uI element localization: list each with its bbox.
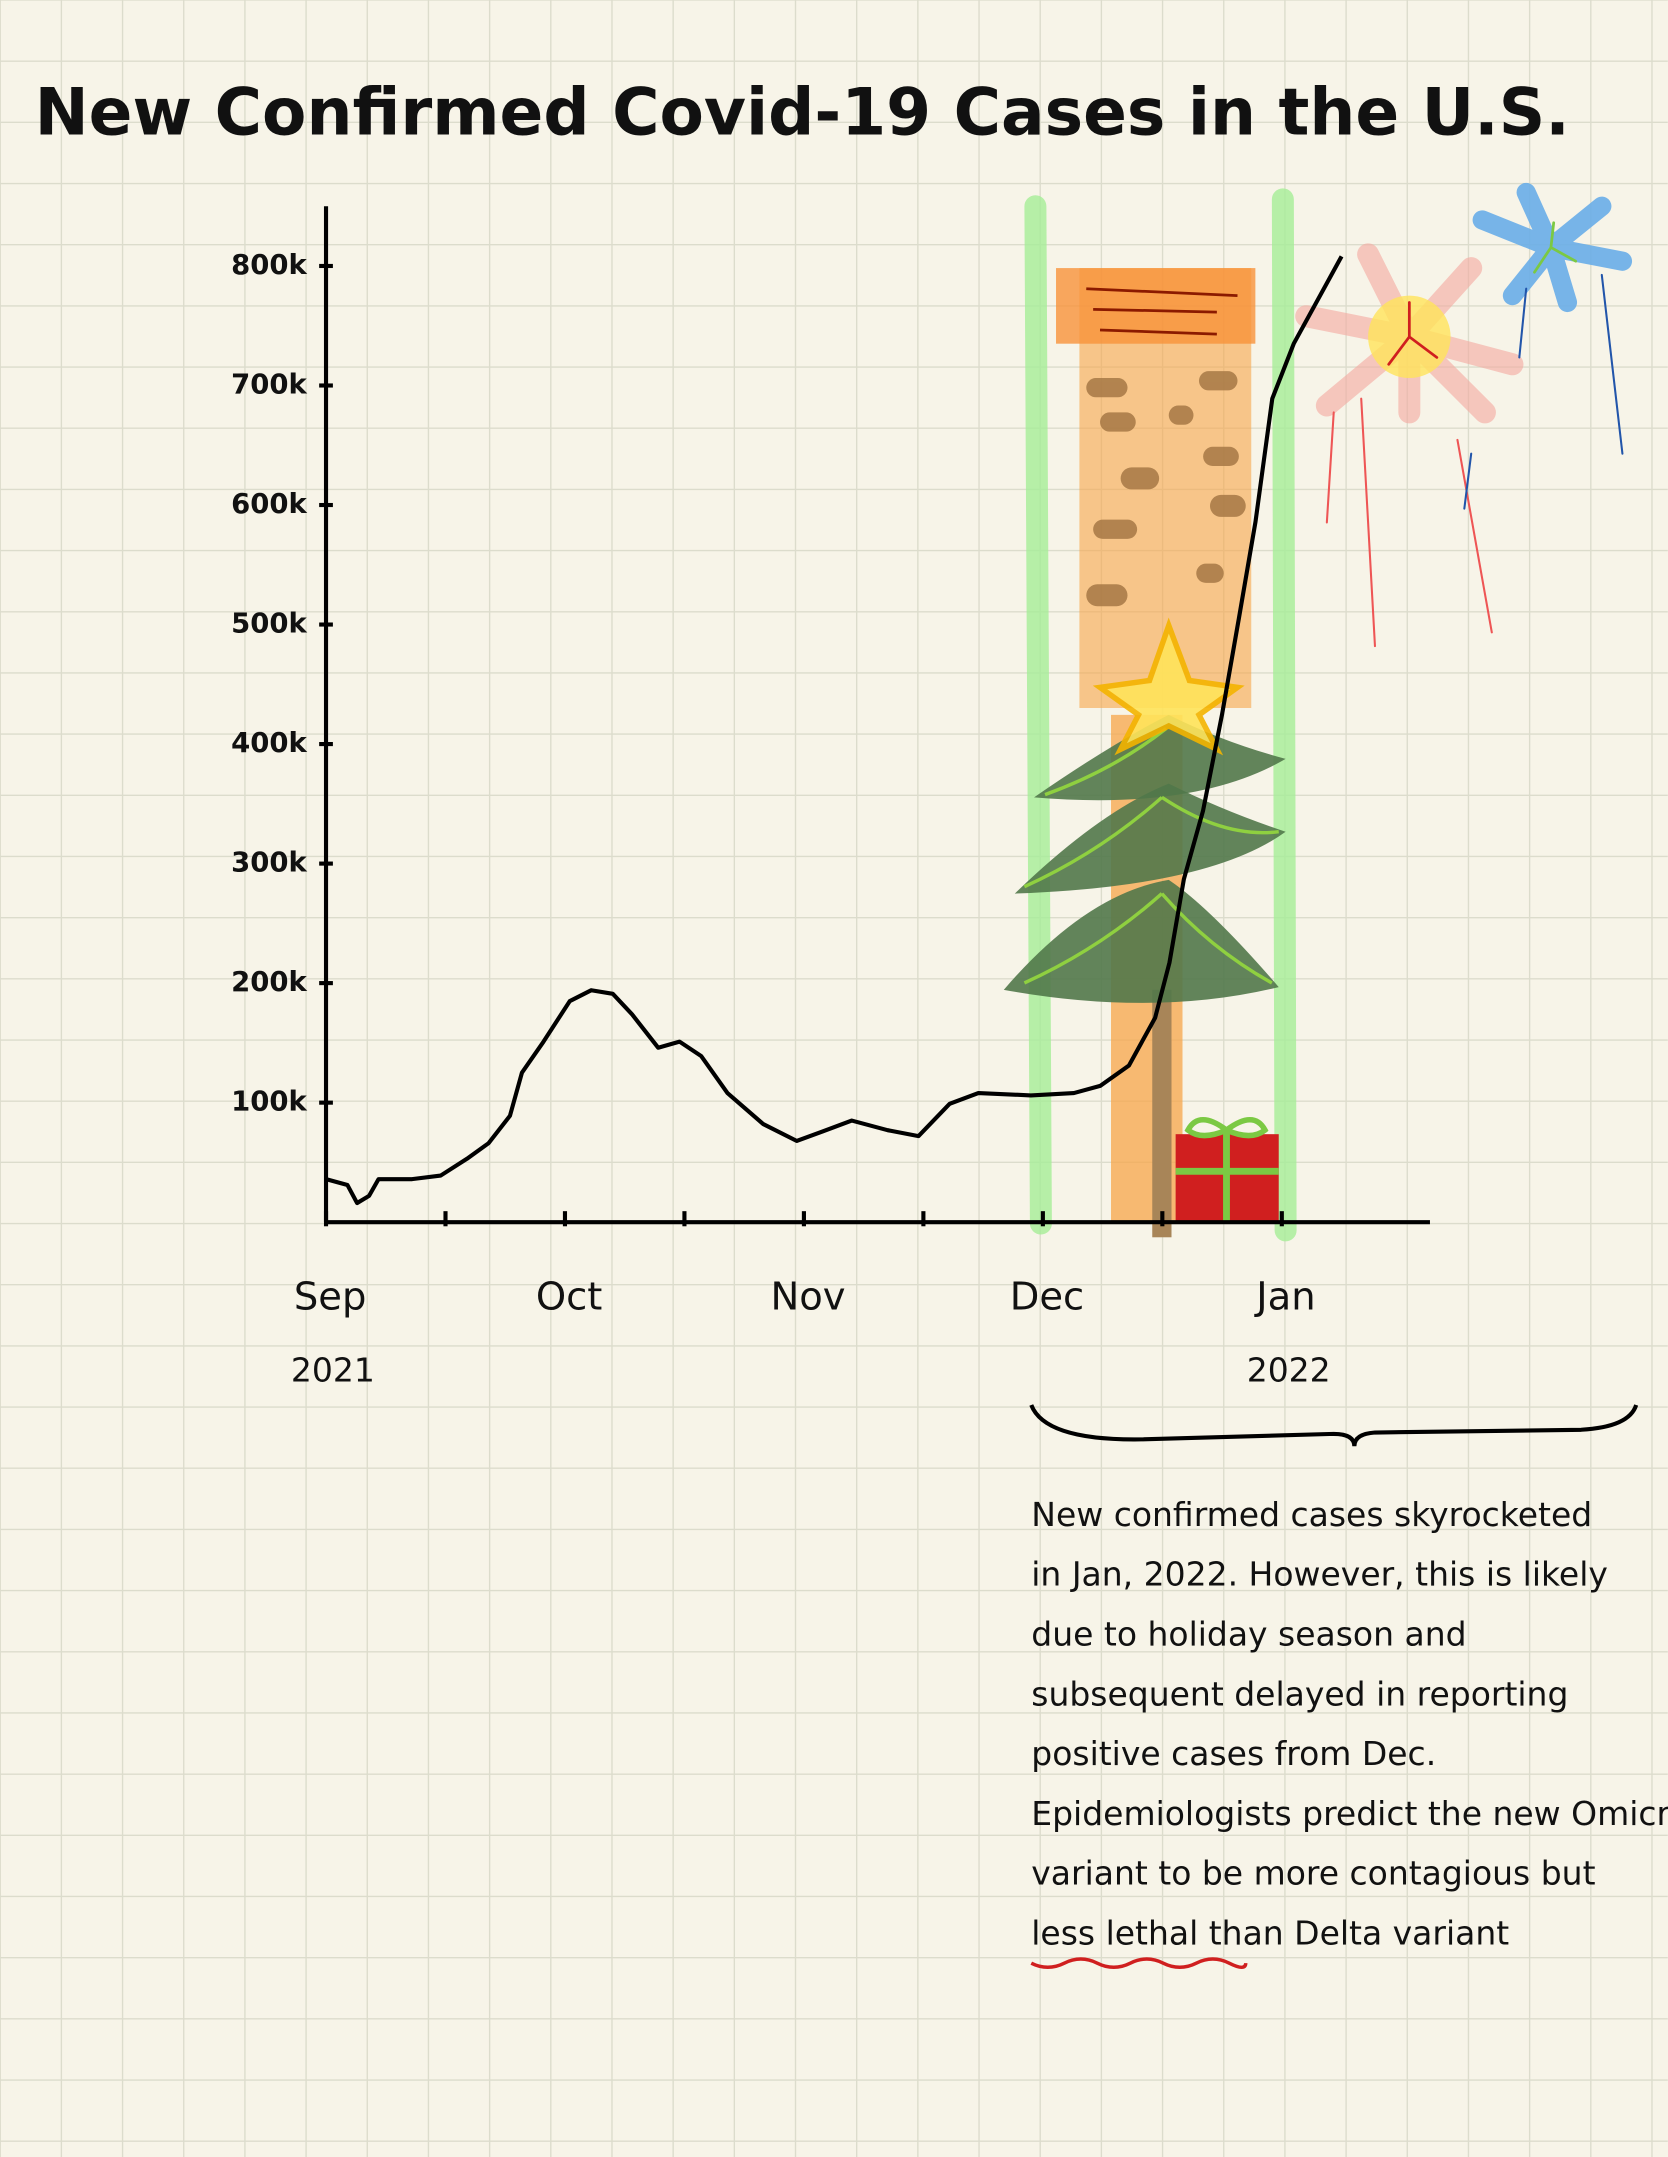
annotation-line: New confirmed cases skyrocketed <box>1031 1495 1592 1534</box>
decoration-gift <box>1175 1117 1279 1221</box>
data-line <box>325 255 1344 1206</box>
y-tick-label: 700k <box>231 368 307 400</box>
decoration-fireworks <box>1295 182 1633 648</box>
annotation-line: positive cases from Dec. <box>1031 1734 1436 1773</box>
y-tick-label: 800k <box>231 249 307 281</box>
highlight-band <box>1271 188 1297 1242</box>
underline <box>1030 1957 1248 1969</box>
decoration-tree <box>1003 617 1286 1003</box>
y-tick-label: 100k <box>231 1086 307 1118</box>
x-tick-label: Dec <box>1010 1275 1084 1320</box>
x-tick-label: Oct <box>536 1275 603 1320</box>
x-tick-sublabel: 2022 <box>1247 1351 1331 1390</box>
x-tick-label: Nov <box>770 1275 845 1320</box>
y-tick-label: 300k <box>231 847 307 879</box>
brace <box>1029 1404 1639 1447</box>
y-tick-label: 600k <box>231 488 307 520</box>
y-tick-label: 500k <box>231 608 307 640</box>
x-tick-label: Jan <box>1254 1275 1315 1320</box>
annotation-line: due to holiday season and <box>1031 1614 1466 1653</box>
y-tick-label: 400k <box>231 727 307 759</box>
annotation-line: in Jan, 2022. However, this is likely <box>1031 1555 1608 1594</box>
annotation-line: Epidemiologists predict the new Omicron <box>1031 1794 1668 1833</box>
annotation-line: subsequent delayed in reporting <box>1031 1674 1568 1713</box>
highlight-band <box>1024 195 1052 1235</box>
chart-title: New Confirmed Covid-19 Cases in the U.S. <box>35 75 1570 150</box>
x-tick-label: Sep <box>294 1275 367 1320</box>
y-tick-label: 200k <box>231 966 307 998</box>
annotation-line: less lethal than Delta variant <box>1031 1913 1509 1952</box>
x-tick-sublabel: 2021 <box>291 1351 375 1390</box>
annotation-line: variant to be more contagious but <box>1031 1854 1595 1893</box>
plot: 100k 200k 300k 400k 500k 600k 700k 800k Sep 2021 O… <box>231 249 1344 1390</box>
annotation: New confirmed cases skyrocketed in Jan, 2… <box>1031 1495 1668 1953</box>
